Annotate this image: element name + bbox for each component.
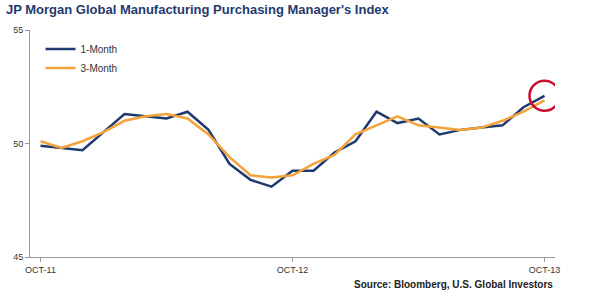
svg-text:1-Month: 1-Month bbox=[81, 44, 118, 55]
svg-text:Source: Bloomberg, U.S. Global: Source: Bloomberg, U.S. Global Investors bbox=[354, 279, 553, 290]
svg-text:OCT-11: OCT-11 bbox=[25, 265, 56, 275]
svg-text:55: 55 bbox=[13, 25, 23, 35]
svg-text:45: 45 bbox=[13, 252, 23, 262]
svg-text:50: 50 bbox=[13, 139, 23, 149]
svg-text:OCT-13: OCT-13 bbox=[529, 265, 561, 275]
svg-text:3-Month: 3-Month bbox=[81, 63, 118, 74]
svg-text:JP Morgan Global Manufacturing: JP Morgan Global Manufacturing Purchasin… bbox=[6, 2, 390, 17]
svg-text:OCT-12: OCT-12 bbox=[277, 265, 309, 275]
